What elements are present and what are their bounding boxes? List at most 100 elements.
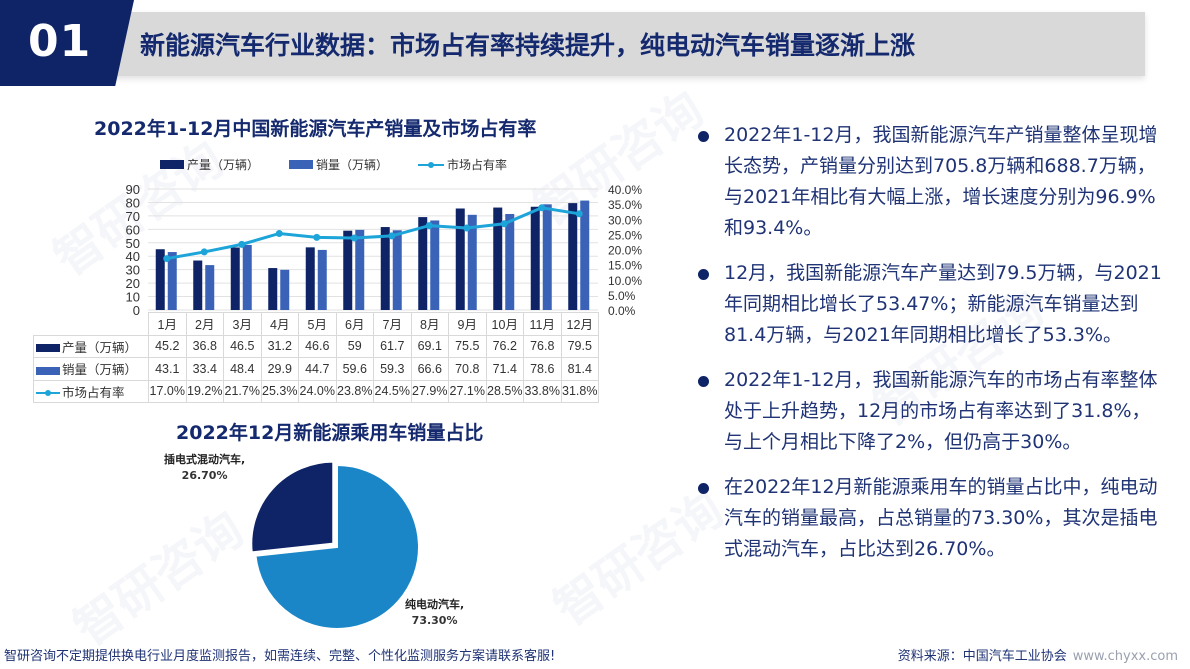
source-text: 资料来源：中国汽车工业协会	[897, 649, 1067, 664]
chart1-legend: 产量（万辆） 销量（万辆） 市场占有率	[160, 156, 507, 173]
chart1-title: 2022年1-12月中国新能源汽车产销量及市场占有率	[94, 118, 537, 140]
line-marker-icon	[36, 389, 60, 397]
svg-text:0.0%: 0.0%	[608, 304, 636, 315]
table-cell: 76.2	[485, 334, 524, 358]
table-cell: 36.8	[185, 334, 224, 358]
month-header: 5月	[298, 312, 337, 336]
table-cell: 29.9	[260, 357, 299, 381]
month-header: 2月	[185, 312, 224, 336]
bullet-dot-icon	[698, 376, 709, 387]
table-cell: 81.4	[560, 357, 599, 381]
table-cell: 23.8%	[335, 379, 374, 403]
table-cell: 71.4	[485, 357, 524, 381]
bullet-item: 2022年1-12月，我国新能源汽车产销量整体呈现增长态势，产销量分别达到705…	[696, 120, 1166, 244]
slice-pct: 26.70%	[181, 469, 228, 482]
footer-source: 资料来源：中国汽车工业协会 www.chyxx.com	[898, 645, 1178, 664]
table-row: 销量（万辆） 43.1 33.4 48.4 29.9 44.7 59.6 59.3 66.6 7…	[33, 357, 599, 381]
table-cell: 59.6	[335, 357, 374, 381]
month-header: 4月	[260, 312, 299, 336]
table-cell: 28.5%	[485, 379, 524, 403]
month-header: 3月	[223, 312, 262, 336]
svg-text:90: 90	[126, 182, 140, 197]
bullet-item: 在2022年12月新能源乘用车的销量占比中，纯电动汽车的销量最高，占总销量的73…	[696, 472, 1166, 565]
svg-text:40.0%: 40.0%	[608, 183, 642, 197]
table-cell: 45.2	[148, 334, 187, 358]
table-cell: 17.0%	[148, 379, 187, 403]
section-number-box	[0, 0, 134, 86]
svg-text:70: 70	[126, 209, 140, 224]
sales-swatch-icon	[289, 160, 314, 169]
table-cell: 46.5	[223, 334, 262, 358]
table-cell: 24.0%	[298, 379, 337, 403]
month-header: 1月	[148, 312, 187, 336]
bullet-dot-icon	[698, 131, 709, 142]
chart1-data-table: 1月 2月 3月 4月 5月 6月 7月 8月 9月 10月 11月 12月 产量（万辆） 45.2 3…	[33, 312, 599, 403]
svg-text:15.0%: 15.0%	[608, 259, 642, 273]
table-cell: 76.8	[523, 334, 562, 358]
bullet-item: 12月，我国新能源汽车产量达到79.5万辆，与2021年同期相比增长了53.47…	[696, 258, 1166, 351]
pie-label-bev: 纯电动汽车, 73.30%	[405, 597, 464, 629]
table-cell: 31.8%	[560, 379, 599, 403]
month-header: 9月	[448, 312, 487, 336]
table-cell: 79.5	[560, 334, 599, 358]
table-cell: 44.7	[298, 357, 337, 381]
bullet-item: 2022年1-12月，我国新能源汽车的市场占有率整体处于上升趋势，12月的市场占…	[696, 365, 1166, 458]
month-header: 10月	[485, 312, 524, 336]
watermark: 智研咨询	[57, 491, 254, 658]
month-header: 12月	[560, 312, 599, 336]
month-header: 8月	[410, 312, 449, 336]
legend-label: 销量（万辆）	[316, 158, 389, 172]
table-cell: 19.2%	[185, 379, 224, 403]
table-cell: 33.8%	[523, 379, 562, 403]
svg-text:30.0%: 30.0%	[608, 213, 642, 227]
table-cell: 21.7%	[223, 379, 262, 403]
svg-text:0: 0	[133, 303, 140, 315]
summary-bullets: 2022年1-12月，我国新能源汽车产销量整体呈现增长态势，产销量分别达到705…	[696, 120, 1166, 579]
table-cell: 46.6	[298, 334, 337, 358]
footer-note: 智研咨询不定期提供换电行业月度监测报告，如需连续、完整、个性化监测服务方案请联系…	[4, 649, 556, 664]
table-cell: 70.8	[448, 357, 487, 381]
table-cell: 24.5%	[373, 379, 412, 403]
svg-text:30: 30	[126, 263, 140, 278]
line-marker-icon	[418, 160, 445, 170]
table-cell: 59.3	[373, 357, 412, 381]
svg-text:40: 40	[126, 249, 140, 264]
svg-text:10.0%: 10.0%	[608, 274, 642, 288]
table-cell: 69.1	[410, 334, 449, 358]
table-cell: 48.4	[223, 357, 262, 381]
svg-text:25.0%: 25.0%	[608, 228, 642, 242]
table-cell: 43.1	[148, 357, 187, 381]
bullet-text: 2022年1-12月，我国新能源汽车产销量整体呈现增长态势，产销量分别达到705…	[724, 124, 1158, 239]
table-cell: 75.5	[448, 334, 487, 358]
table-row: 市场占有率 17.0% 19.2% 21.7% 25.3% 24.0% 23.8% 24.5…	[33, 379, 599, 403]
slice-pct: 73.30%	[411, 614, 458, 627]
month-header: 6月	[335, 312, 374, 336]
month-header: 7月	[373, 312, 412, 336]
legend-production: 产量（万辆）	[160, 156, 259, 173]
svg-text:80: 80	[126, 195, 140, 210]
table-cell: 31.2	[260, 334, 299, 358]
svg-text:60: 60	[126, 222, 140, 237]
pie-slice-bev	[254, 463, 420, 630]
page-title: 新能源汽车行业数据：市场占有率持续提升，纯电动汽车销量逐渐上涨	[140, 31, 916, 60]
table-row: 产量（万辆） 45.2 36.8 46.5 31.2 46.6 59 61.7 69.1 75.…	[33, 334, 599, 358]
pie-chart	[250, 460, 420, 630]
legend-label: 市场占有率	[447, 158, 508, 172]
website-link[interactable]: www.chyxx.com	[1072, 649, 1178, 664]
pie-slice-phev	[250, 460, 335, 554]
table-cell: 78.6	[523, 357, 562, 381]
bullet-text: 2022年1-12月，我国新能源汽车的市场占有率整体处于上升趋势，12月的市场占…	[724, 369, 1158, 453]
row-label: 销量（万辆）	[62, 363, 138, 378]
production-swatch-icon	[36, 344, 60, 353]
legend-label: 产量（万辆）	[187, 158, 260, 172]
month-header: 11月	[523, 312, 562, 336]
table-cell: 25.3%	[260, 379, 299, 403]
legend-sales: 销量（万辆）	[289, 156, 388, 173]
row-label: 市场占有率	[62, 385, 125, 400]
svg-text:10: 10	[126, 290, 140, 305]
production-swatch-icon	[160, 160, 184, 169]
table-cell: 33.4	[185, 357, 224, 381]
section-number: 01	[28, 16, 92, 67]
table-cell: 66.6	[410, 357, 449, 381]
